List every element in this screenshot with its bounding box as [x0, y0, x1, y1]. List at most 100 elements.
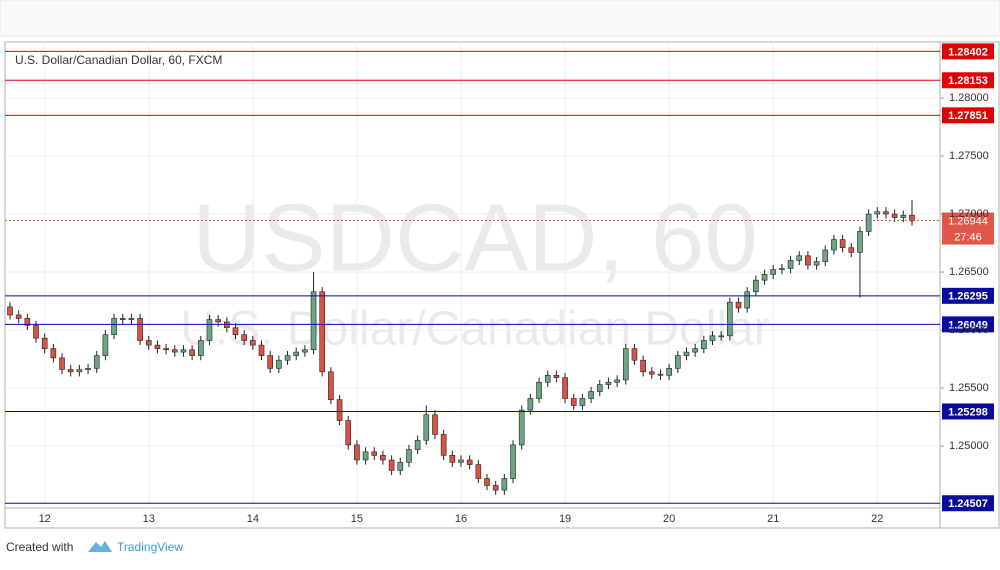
- candle-body: [891, 213, 898, 218]
- x-tick-label: 13: [143, 513, 155, 525]
- level-label: 1.28153: [948, 75, 988, 87]
- candle-body: [180, 349, 187, 353]
- last-price-label: 1.26944: [948, 215, 988, 227]
- logo-icon: [88, 541, 112, 552]
- grid: [5, 42, 944, 508]
- candle-body: [328, 371, 334, 400]
- y-tick-label: 1.27500: [949, 150, 989, 162]
- candle-body: [33, 325, 39, 339]
- last-price-box: [942, 212, 994, 245]
- candle-body: [406, 449, 412, 463]
- candle-body: [596, 384, 603, 392]
- level-label: 1.26295: [948, 291, 988, 303]
- footer-created: Created with: [6, 540, 73, 554]
- candle-body: [171, 349, 178, 353]
- tradingview-logo[interactable]: TradingView: [88, 540, 183, 554]
- candle-body: [770, 269, 777, 275]
- candle-body: [727, 301, 733, 337]
- candle-body: [93, 355, 100, 369]
- candle-body: [692, 348, 698, 353]
- candle-body: [111, 318, 117, 335]
- level-label: 1.27851: [948, 110, 988, 122]
- candle-body: [900, 214, 907, 218]
- countdown-label: 27:46: [954, 231, 982, 243]
- candle-body: [163, 348, 169, 351]
- candle-body: [744, 291, 751, 309]
- x-tick-label: 12: [39, 513, 51, 525]
- level-label-box: [942, 316, 994, 333]
- candle-body: [414, 439, 421, 450]
- candle-body: [527, 398, 534, 411]
- candle-body: [76, 369, 83, 373]
- level-label-box: [942, 287, 994, 304]
- candle-body: [137, 318, 143, 341]
- candle-body: [258, 344, 265, 356]
- candle-body: [553, 374, 560, 378]
- candle-body: [336, 399, 343, 421]
- level-label-box: [942, 495, 994, 512]
- candle-body: [510, 444, 516, 479]
- candle-body: [128, 318, 135, 320]
- candle-body: [848, 247, 855, 253]
- levels: 1.28402 1.28153 1.27851 1.26295 1.26049 1.252…: [5, 43, 994, 512]
- footer-brand[interactable]: TradingView: [117, 540, 183, 554]
- y-tick-label: 1.27000: [949, 208, 989, 220]
- candle-body: [345, 420, 352, 446]
- candle-body: [588, 391, 594, 399]
- level-label-box: [942, 403, 994, 420]
- chart-frame: [4, 41, 1000, 529]
- candle-body: [276, 359, 282, 369]
- candle-body: [310, 291, 317, 351]
- candle-body: [24, 318, 31, 326]
- candle-body: [41, 337, 48, 349]
- candle-body: [622, 348, 629, 381]
- candle-body: [67, 369, 74, 373]
- candle-body: [501, 478, 508, 491]
- candle-body: [362, 451, 369, 461]
- level-label-box: [942, 72, 994, 89]
- y-tick-label: 1.26000: [949, 324, 989, 336]
- candle-body: [779, 268, 785, 271]
- candle-body: [683, 351, 690, 356]
- candle-body: [614, 379, 620, 383]
- y-tick-label: 1.26500: [949, 266, 989, 278]
- candle-body: [250, 340, 256, 346]
- candle-body: [666, 368, 672, 376]
- candle-body: [119, 318, 126, 320]
- candle-body: [839, 239, 846, 248]
- candle-body: [432, 414, 438, 435]
- level-label: 1.25298: [948, 406, 988, 418]
- candle-body: [822, 249, 829, 262]
- candle-body: [466, 459, 473, 465]
- candle-body: [787, 260, 794, 269]
- candle-body: [640, 359, 646, 373]
- candle-body: [631, 348, 638, 361]
- candle-body: [813, 261, 820, 266]
- candle-body: [423, 414, 430, 441]
- candle-body: [371, 451, 378, 456]
- candle-body: [544, 374, 551, 383]
- candle-body: [458, 459, 464, 463]
- candle-body: [397, 461, 404, 471]
- x-tick-label: 14: [247, 513, 259, 525]
- chart-title: U.S. Dollar/Canadian Dollar, 60, FXCM: [15, 53, 222, 67]
- candle-body: [154, 344, 161, 349]
- candle-body: [302, 349, 308, 353]
- level-label-box: [942, 107, 994, 124]
- watermark: USDCAD, 60: [192, 184, 758, 291]
- candle-body: [189, 349, 195, 356]
- x-tick-label: 19: [559, 513, 571, 525]
- candle-body: [380, 455, 386, 461]
- x-tick-label: 16: [455, 513, 467, 525]
- candle-body: [570, 398, 577, 406]
- candle-body: [865, 213, 872, 232]
- x-tick-label: 15: [351, 513, 363, 525]
- level-label: 1.24507: [948, 498, 988, 510]
- candle-body: [232, 327, 239, 335]
- candle-body: [215, 319, 221, 323]
- candle-body: [857, 231, 863, 253]
- candle-body: [709, 335, 716, 341]
- candle-body: [319, 291, 326, 373]
- candle-body: [796, 255, 803, 261]
